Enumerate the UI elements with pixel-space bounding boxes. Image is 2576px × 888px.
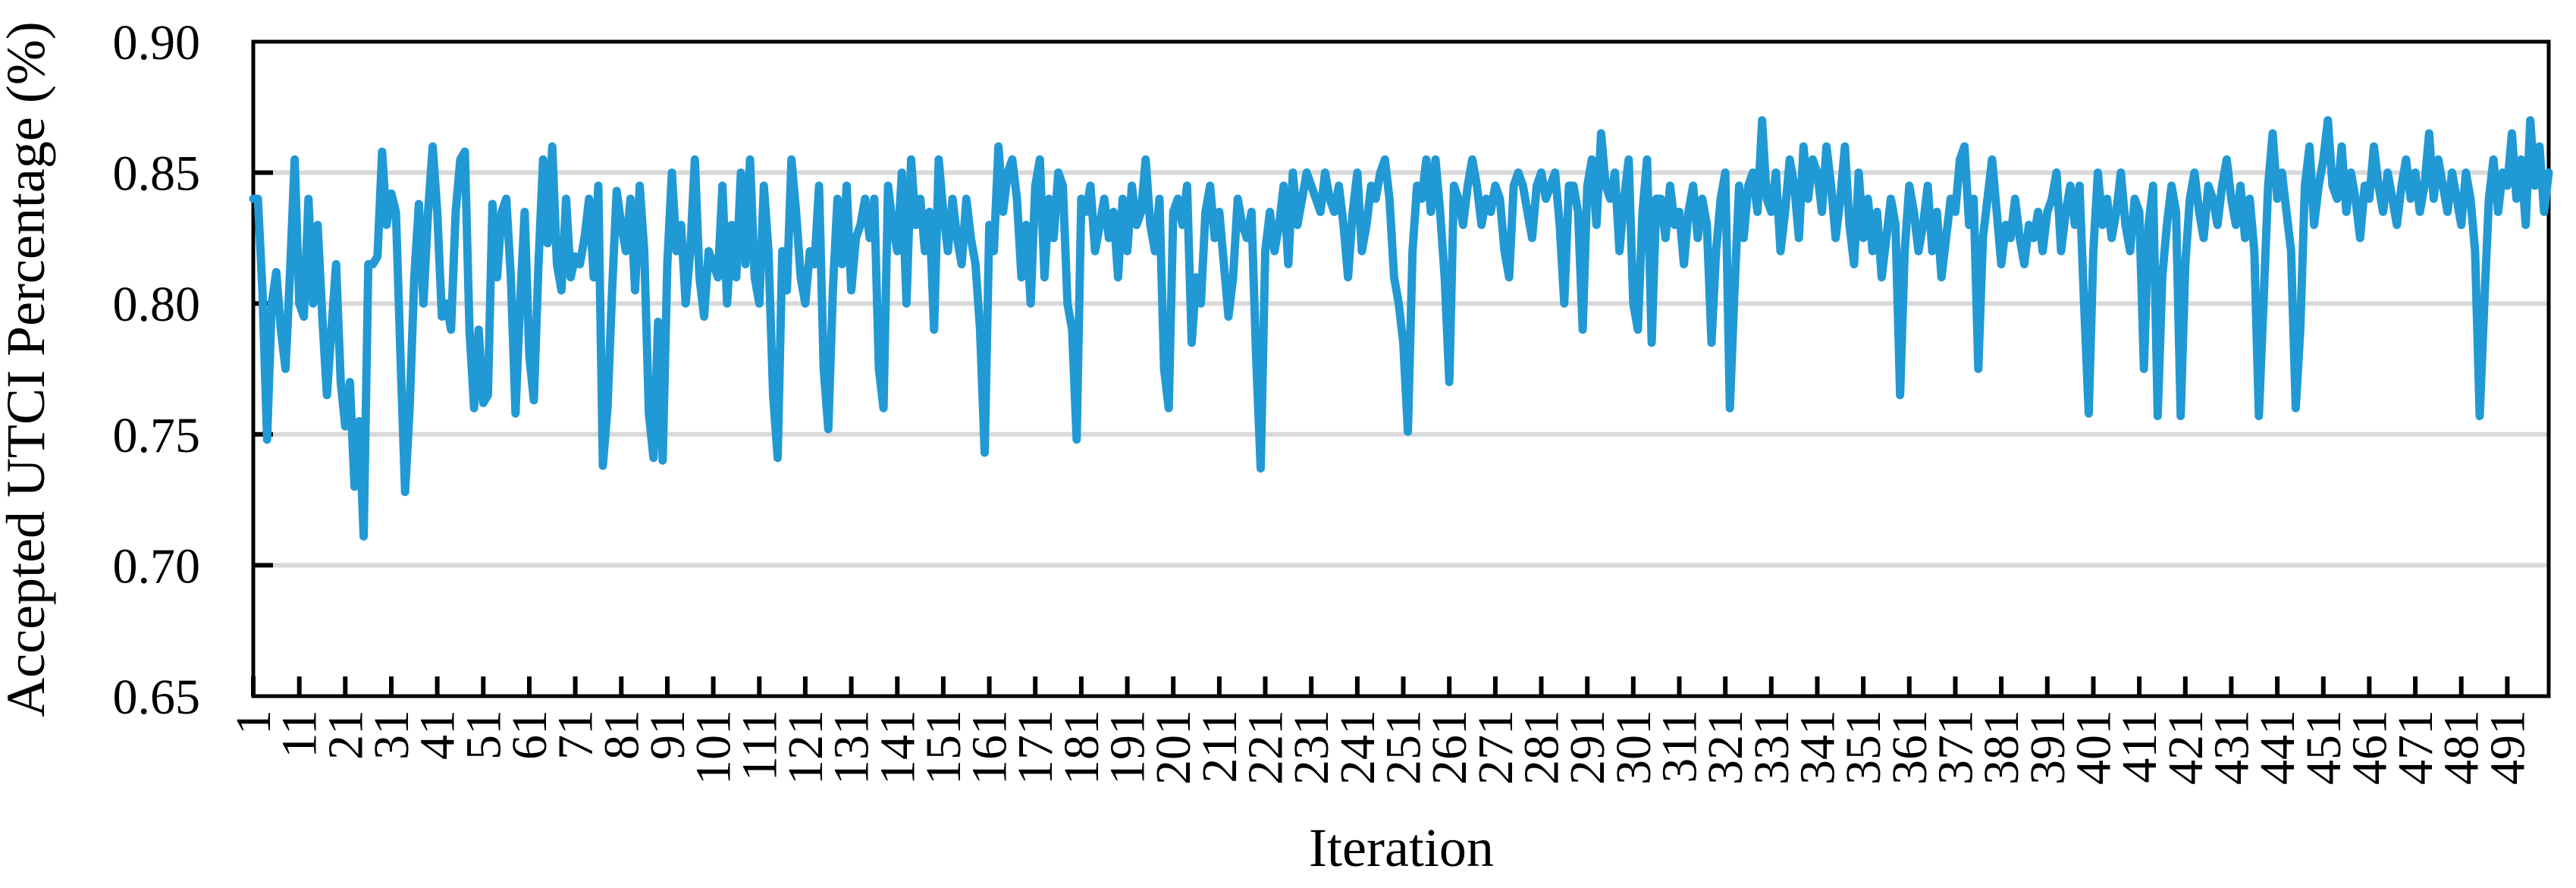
x-tick-label: 481 [2434,710,2490,785]
y-tick-label: 0.90 [113,15,201,71]
y-axis-title: Accepted UTCI Percentage (%) [0,21,56,717]
x-tick-label: 421 [2158,710,2214,785]
x-tick-label: 451 [2296,710,2352,785]
x-tick-label: 61 [502,710,557,760]
x-tick-label: 41 [410,710,466,760]
x-tick-label: 291 [1560,710,1615,785]
x-tick-label: 391 [2020,710,2076,785]
x-tick-label: 231 [1284,710,1339,785]
x-tick-label: 181 [1054,710,1109,785]
x-tick-label: 311 [1652,710,1708,783]
x-tick-label: 351 [1836,710,1891,785]
x-tick-label: 381 [1974,710,2029,785]
x-tick-label: 431 [2204,710,2259,785]
y-tick-label: 0.70 [113,538,201,594]
x-tick-label: 331 [1744,710,1799,785]
y-tick-label: 0.65 [113,670,201,725]
x-tick-label: 1 [226,710,281,735]
x-tick-label: 141 [870,710,925,785]
x-tick-label: 401 [2066,710,2122,785]
plot-area: 0.900.850.800.750.700.65 1112131415161718… [113,15,2553,785]
x-tick-label: 91 [640,710,695,760]
x-tick-label: 31 [364,710,419,760]
y-tick-label: 0.80 [113,277,201,332]
x-tick-label: 221 [1238,710,1294,785]
data-series-line [249,116,2553,541]
x-tick-label: 71 [548,710,604,760]
x-tick-label: 471 [2388,710,2443,785]
x-tick-label: 101 [686,710,742,785]
x-tick-label: 211 [1192,710,1247,783]
x-tick-label: 411 [2112,710,2167,783]
x-tick-label: 11 [272,710,328,758]
x-tick-label: 51 [456,710,511,760]
x-tick-label: 441 [2250,710,2305,785]
x-tick-label: 151 [916,710,971,785]
x-tick-label: 341 [1790,710,1846,785]
x-tick-label: 161 [962,710,1018,785]
y-tick-label: 0.85 [113,146,201,202]
x-tick-label: 121 [778,710,833,785]
x-tick-label: 301 [1606,710,1661,785]
x-tick-label: 371 [1928,710,1984,785]
x-tick-label: 271 [1468,710,1523,785]
x-tick-label: 201 [1146,710,1201,785]
x-tick-label: 261 [1422,710,1477,785]
x-tick-label: 171 [1008,710,1063,785]
x-tick-label: 111 [732,710,787,781]
x-tick-label: 131 [824,710,880,785]
x-tick-label: 321 [1698,710,1753,785]
x-tick-label: 461 [2342,710,2397,785]
y-tick-label: 0.75 [113,408,201,463]
x-tick-label: 251 [1376,710,1432,785]
x-tick-label: 81 [594,710,649,760]
x-tick-label: 241 [1330,710,1385,785]
x-tick-label: 361 [1882,710,1937,785]
x-tick-label: 281 [1514,710,1570,785]
x-axis-title: Iteration [1309,817,1494,878]
x-tick-label: 21 [318,710,373,760]
x-tick-label: 491 [2480,710,2535,785]
x-tick-label: 191 [1100,710,1156,785]
